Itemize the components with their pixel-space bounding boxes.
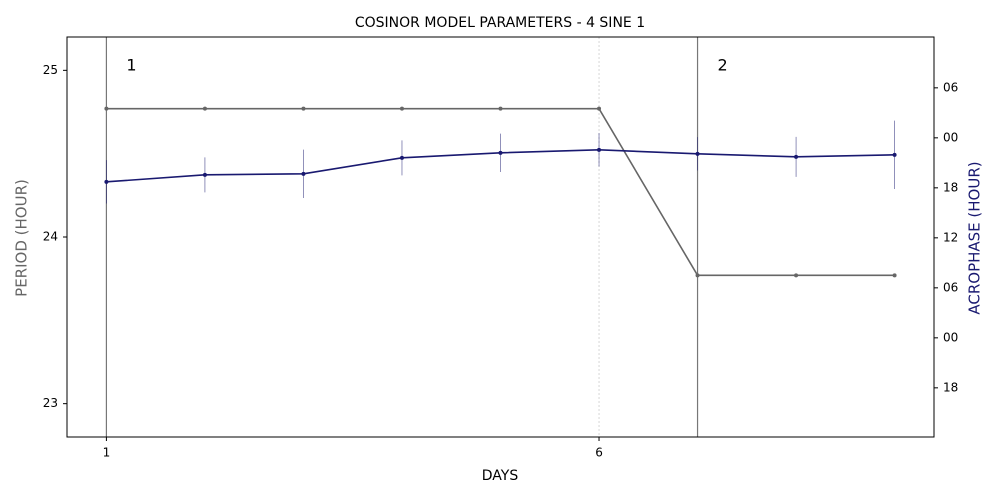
y2-tick-label: 06: [943, 80, 958, 94]
point: [399, 155, 404, 160]
point: [794, 273, 799, 278]
y2-tick-label: 06: [943, 280, 958, 294]
point: [597, 147, 602, 152]
x-tick-label: 6: [595, 446, 603, 460]
y-axis-label: PERIOD (HOUR): [13, 179, 31, 297]
point: [202, 106, 207, 111]
y2-tick-label: 12: [943, 230, 958, 244]
plot-frame: [66, 36, 935, 438]
annotation-text: 1: [126, 56, 136, 75]
y-tick-label: 24: [43, 230, 58, 244]
point: [794, 154, 799, 159]
point: [498, 150, 503, 155]
y-tick-label: 25: [43, 63, 58, 77]
y2-tick-label: 00: [943, 130, 958, 144]
point: [202, 172, 207, 177]
point: [695, 151, 700, 156]
x-axis-label: DAYS: [482, 468, 519, 484]
point: [104, 106, 109, 111]
y2-tick-label: 00: [943, 330, 958, 344]
y2-tick-label: 18: [943, 180, 958, 194]
point: [301, 106, 306, 111]
point: [892, 152, 897, 157]
x-tick-label: 1: [103, 446, 111, 460]
point: [498, 106, 503, 111]
point: [301, 171, 306, 176]
point: [695, 273, 700, 278]
y-tick-label: 23: [43, 396, 58, 410]
chart-title: COSINOR MODEL PARAMETERS - 4 SINE 1: [355, 15, 645, 31]
y2-axis-label: ACROPHASE (HOUR): [966, 161, 984, 314]
point: [892, 273, 897, 278]
y2-tick-label: 18: [943, 380, 958, 394]
annotation-text: 2: [718, 56, 728, 75]
point: [104, 179, 109, 184]
point: [399, 106, 404, 111]
point: [597, 106, 602, 111]
